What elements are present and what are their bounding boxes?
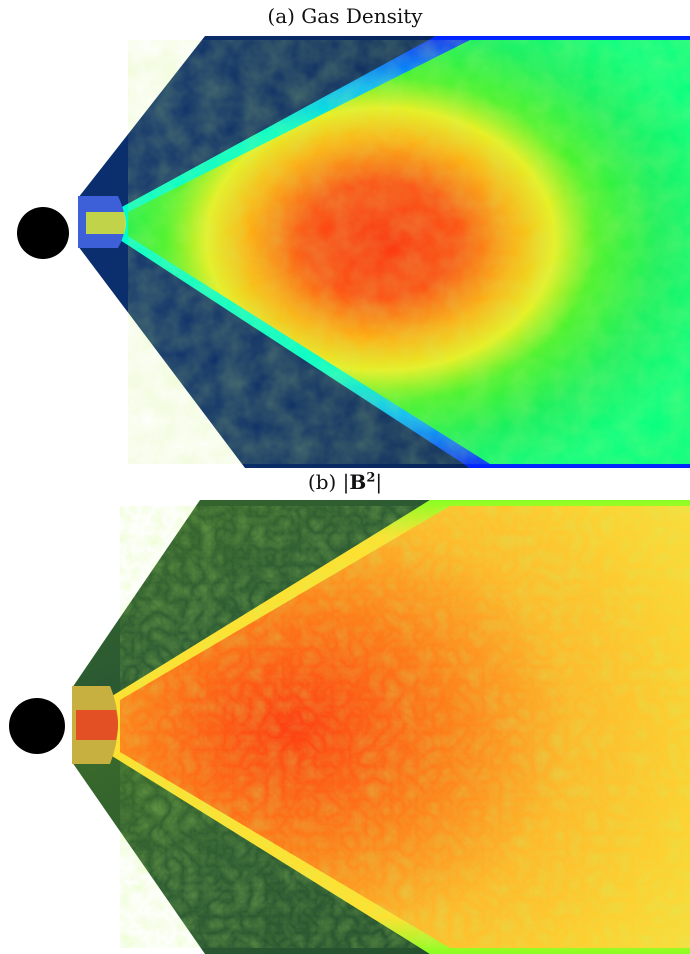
panel-b-caption: (b) |B2| (0, 470, 690, 494)
upper-outer-wedge (78, 36, 436, 212)
upper-outer-wedge (72, 500, 430, 700)
lower-outer-wedge (78, 234, 470, 468)
panel-b-magnetic-field (0, 500, 690, 954)
lower-outer-wedge (72, 752, 430, 954)
magnetic-field-render (9, 500, 690, 954)
panel-a-gas-density (0, 36, 690, 468)
panel-a-caption-text: (a) Gas Density (267, 4, 423, 28)
gas-density-render (17, 36, 690, 468)
panel-b-caption-suffix: | (375, 470, 383, 494)
panel-b-caption-symbol: B (349, 470, 367, 494)
turbulence-overlay (128, 40, 690, 464)
panel-a-caption: (a) Gas Density (0, 4, 690, 28)
inner-throat-core (86, 212, 126, 234)
turbulence-overlay (120, 506, 690, 948)
inner-throat-core (76, 710, 118, 740)
black-hole (9, 698, 65, 754)
panel-b-caption-prefix: (b) | (307, 470, 350, 494)
black-hole (17, 207, 69, 259)
panel-b-caption-exponent: 2 (366, 470, 376, 486)
